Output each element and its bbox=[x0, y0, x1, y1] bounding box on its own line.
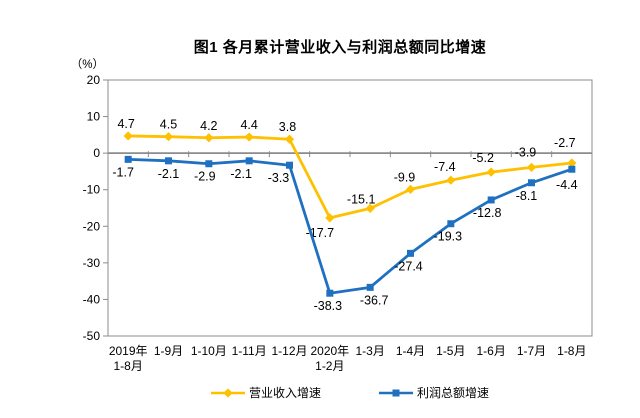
y-tick-label-20: 20 bbox=[87, 73, 101, 87]
marker-diamond-0-4 bbox=[284, 134, 295, 144]
marker-diamond-0-2 bbox=[204, 133, 214, 143]
category-label-6: 1-3月 bbox=[355, 344, 384, 358]
marker-diamond-0-10 bbox=[526, 162, 537, 173]
category-label-2: 1-10月 bbox=[191, 344, 227, 358]
series-line-0 bbox=[126, 134, 574, 220]
series-line-1 bbox=[126, 157, 574, 295]
marker-square-1-4 bbox=[286, 161, 293, 169]
marker-square-1-0 bbox=[124, 155, 132, 163]
data-label-1-7: -27.4 bbox=[394, 259, 423, 273]
category-label-0: 1-8月 bbox=[113, 359, 142, 373]
category-label-1: 1-9月 bbox=[154, 344, 183, 358]
marker-diamond-0-6 bbox=[365, 203, 375, 213]
category-label-5: 1-2月 bbox=[315, 359, 344, 373]
legend-label-revenue: 营业收入增速 bbox=[248, 386, 321, 400]
marker-square-1-11 bbox=[568, 165, 576, 173]
category-label-9: 1-6月 bbox=[476, 344, 505, 358]
y-tick-label-0: 0 bbox=[93, 146, 100, 160]
data-label-0-7: -9.9 bbox=[394, 170, 416, 184]
data-label-1-2: -2.9 bbox=[194, 170, 216, 184]
category-label-4: 1-12月 bbox=[271, 344, 307, 358]
y-tick-label--40: -40 bbox=[83, 292, 101, 306]
legend-item-profit: 利润总额增速 bbox=[379, 384, 489, 401]
marker-diamond-0-5 bbox=[325, 213, 335, 223]
marker-square-1-7 bbox=[407, 249, 414, 257]
y-tick-label--20: -20 bbox=[83, 219, 101, 233]
marker-square-1-8 bbox=[447, 220, 455, 228]
data-label-1-6: -36.7 bbox=[360, 293, 389, 307]
marker-square-1-5 bbox=[326, 289, 334, 297]
legend-label-profit: 利润总额增速 bbox=[417, 386, 490, 400]
category-label-8: 1-5月 bbox=[436, 344, 465, 358]
data-label-1-11: -4.4 bbox=[556, 178, 578, 192]
category-label-5: 2020年 bbox=[310, 344, 349, 358]
marker-square-1-9 bbox=[487, 196, 495, 204]
marker-diamond-0-0 bbox=[123, 131, 133, 141]
marker-square-1-3 bbox=[245, 157, 253, 165]
data-label-0-10: -3.9 bbox=[515, 145, 537, 159]
y-tick-label--10: -10 bbox=[83, 183, 101, 197]
data-label-0-2: 4.2 bbox=[200, 119, 217, 133]
category-label-11: 1-8月 bbox=[557, 344, 586, 358]
category-label-0: 2019年 bbox=[109, 344, 148, 358]
marker-diamond-0-8 bbox=[446, 175, 456, 185]
data-label-1-10: -8.1 bbox=[516, 189, 538, 203]
data-label-1-8: -19.3 bbox=[434, 230, 463, 244]
data-label-0-11: -2.7 bbox=[554, 136, 576, 150]
chart-legend: 营业收入增速 利润总额增速 bbox=[108, 384, 592, 401]
marker-square-1-10 bbox=[528, 179, 535, 187]
plot-border bbox=[107, 79, 593, 337]
data-label-1-1: -2.1 bbox=[158, 167, 180, 181]
profit-series-swatch-icon bbox=[379, 387, 413, 399]
category-label-10: 1-7月 bbox=[517, 344, 546, 358]
data-label-0-1: 4.5 bbox=[160, 118, 177, 132]
y-axis-unit-label: （%） bbox=[71, 58, 104, 71]
data-label-0-6: -15.1 bbox=[347, 192, 376, 206]
marker-diamond-0-1 bbox=[163, 132, 174, 142]
chart-title: 图1 各月累计营业收入与利润总额同比增速 bbox=[193, 39, 487, 56]
revenue-series-swatch-icon bbox=[210, 387, 245, 399]
category-label-3: 1-11月 bbox=[232, 344, 267, 358]
marker-diamond-0-7 bbox=[405, 184, 416, 194]
data-label-1-4: -3.3 bbox=[268, 171, 290, 185]
marker-diamond-0-11 bbox=[567, 158, 577, 168]
marker-square-1-6 bbox=[366, 283, 374, 291]
legend-item-revenue: 营业收入增速 bbox=[210, 384, 321, 401]
marker-diamond-0-9 bbox=[486, 167, 496, 177]
marker-diamond-0-3 bbox=[244, 132, 254, 142]
marker-square-1-2 bbox=[205, 160, 213, 168]
y-tick-label--30: -30 bbox=[83, 256, 101, 270]
data-label-0-4: 3.8 bbox=[279, 120, 296, 134]
marker-square-1-1 bbox=[165, 157, 172, 165]
data-label-1-9: -12.8 bbox=[473, 206, 502, 220]
data-label-0-3: 4.4 bbox=[240, 118, 257, 132]
y-tick-label-10: 10 bbox=[87, 110, 101, 124]
category-label-7: 1-4月 bbox=[396, 344, 425, 358]
data-label-1-0: -1.7 bbox=[112, 165, 134, 179]
data-label-1-5: -38.3 bbox=[314, 299, 343, 313]
data-label-1-3: -2.1 bbox=[230, 167, 252, 181]
y-tick-label--50: -50 bbox=[83, 329, 101, 343]
data-label-0-9: -5.2 bbox=[472, 151, 494, 165]
data-label-0-8: -7.4 bbox=[434, 160, 456, 174]
data-label-0-0: 4.7 bbox=[117, 117, 134, 131]
